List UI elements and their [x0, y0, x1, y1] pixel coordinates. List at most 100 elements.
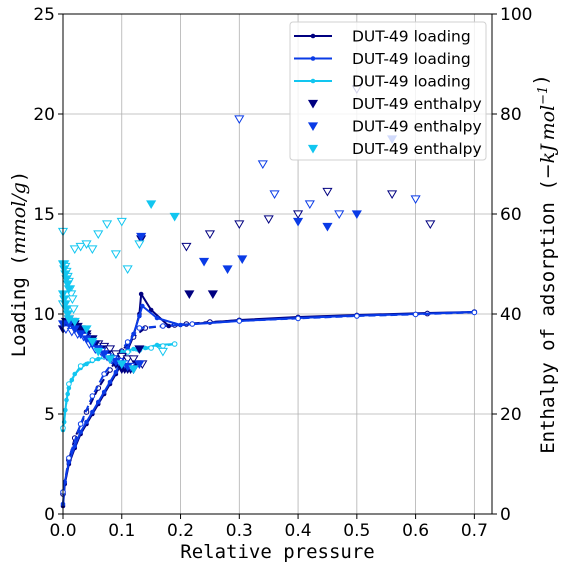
loading-adsorption-point	[125, 345, 130, 351]
series-layer	[57, 85, 478, 509]
loading-desorption-point	[148, 345, 154, 351]
enthalpy-adsorption-point	[322, 222, 333, 232]
enthalpy-adsorption-point	[134, 360, 145, 369]
loading-desorption-point	[101, 371, 107, 377]
enthalpy-adsorption-point	[184, 290, 195, 299]
loading-adsorption-point	[131, 346, 136, 352]
enthalpy-adsorption-point	[61, 305, 72, 314]
enthalpy-adsorption-point	[104, 355, 116, 364]
y-left-tick-label: 20	[33, 105, 55, 125]
x-axis-title: Relative pressure	[180, 541, 374, 563]
enthalpy-desorption-point	[75, 242, 86, 252]
loading-desorption-point	[471, 309, 478, 316]
enthalpy-desorption-point	[292, 210, 304, 219]
enthalpy-adsorption-point	[169, 212, 180, 222]
loading-desorption-point	[354, 313, 360, 319]
enthalpy-adsorption-point	[99, 350, 110, 359]
enthalpy-desorption-point	[257, 160, 268, 169]
loading-adsorption-point	[138, 291, 144, 297]
enthalpy-desorption-point	[122, 355, 133, 364]
enthalpy-adsorption-point	[75, 330, 86, 339]
enthalpy-desorption-point	[93, 230, 104, 239]
x-tick-label: 0.2	[167, 521, 194, 541]
loading-desorption-point	[124, 339, 131, 345]
x-tick-label: 0.3	[226, 521, 253, 541]
enthalpy-adsorption-point	[351, 210, 362, 219]
loading-adsorption-point	[101, 389, 107, 395]
legend-point-swatch	[310, 56, 316, 61]
y-right-tick-label: 60	[500, 205, 522, 225]
x-tick-label: 0.1	[108, 521, 135, 541]
legend-marker-swatch	[307, 99, 319, 109]
enthalpy-adsorption-point	[207, 290, 218, 299]
enthalpy-desorption-point	[269, 190, 280, 199]
loading-desorption-point	[189, 321, 196, 327]
loading-adsorption-point	[140, 303, 145, 309]
y-left-tick-label: 5	[44, 405, 55, 425]
loading-adsorption-point	[78, 429, 83, 435]
loading-adsorption-point	[84, 419, 89, 425]
enthalpy-desorption-point	[263, 215, 274, 224]
enthalpy-desorption-point	[81, 240, 92, 249]
loading-desorption-point	[66, 455, 72, 461]
y-axis-right-title: Enthalpy of adsorption (−kJ mol−1)	[530, 74, 559, 454]
enthalpy-adsorption-point	[61, 275, 72, 284]
legend-box	[289, 21, 487, 161]
loading-desorption-line	[62, 311, 475, 493]
loading-adsorption-point	[166, 323, 172, 329]
loading-desorption-point	[77, 363, 84, 369]
loading-adsorption-point	[95, 399, 101, 405]
axes-layer: 0.0 0.1 0.2 0.3 0.4 0.5 0.6 0.7 0 5 10 15 20 25 0 20 40 6…	[33, 5, 532, 541]
enthalpy-desorption-point	[234, 220, 245, 229]
legend-label: DUT-49 loading	[352, 50, 471, 68]
enthalpy-desorption-point	[181, 242, 192, 252]
enthalpy-adsorption-point	[59, 265, 70, 274]
loading-adsorption-point	[72, 443, 78, 449]
y-right-tick-label: 40	[500, 305, 522, 325]
enthalpy-desorption-point	[410, 195, 421, 204]
legend: DUT-49 loading DUT-49 loading DUT-49 loadi…	[289, 21, 487, 161]
y-right-tick-label: 100	[500, 5, 532, 25]
y-left-tick-label: 10	[33, 305, 55, 325]
legend-point-swatch	[310, 33, 316, 39]
loading-desorption-point	[89, 393, 96, 399]
enthalpy-adsorption-point	[69, 317, 80, 327]
enthalpy-adsorption-point	[134, 345, 145, 354]
enthalpy-desorption-point	[134, 240, 145, 249]
loading-desorption-point	[295, 315, 301, 322]
enthalpy-adsorption-point	[62, 310, 73, 319]
x-tick-label: 0.7	[461, 521, 488, 541]
enthalpy-desorption-point	[116, 217, 127, 227]
enthalpy-desorption-point	[334, 210, 345, 219]
x-tick-label: 0.4	[285, 521, 312, 541]
enthalpy-desorption-point	[110, 250, 121, 259]
plot-frame	[62, 13, 493, 515]
enthalpy-desorption-point	[234, 115, 245, 124]
enthalpy-adsorption-point	[63, 285, 74, 294]
x-tick-label: 0.5	[343, 521, 370, 541]
legend-marker-swatch	[307, 144, 319, 154]
loading-adsorption-line	[62, 293, 475, 507]
legend-label: DUT-49 enthalpy	[352, 118, 482, 136]
enthalpy-desorption-point	[67, 295, 78, 304]
y-right-tick-label: 20	[500, 405, 522, 425]
loading-desorption-point	[171, 341, 178, 347]
loading-desorption-point	[160, 323, 166, 329]
loading-desorption-point	[160, 343, 166, 349]
enthalpy-desorption-point	[102, 220, 113, 229]
y-right-tick-label: 0	[500, 505, 511, 525]
enthalpy-desorption-point	[104, 345, 116, 354]
loading-desorption-point	[236, 318, 243, 324]
y-left-tick-label: 0	[44, 505, 55, 525]
loading-desorption-point	[136, 325, 143, 331]
enthalpy-desorption-point	[87, 245, 98, 254]
loading-adsorption-point	[154, 315, 160, 321]
loading-desorption-point	[89, 357, 96, 363]
loading-adsorption-point	[90, 409, 95, 415]
enthalpy-adsorption-point	[198, 257, 210, 267]
loading-desorption-point	[77, 421, 84, 427]
x-tick-label: 0.0	[49, 521, 76, 541]
enthalpy-desorption-point	[68, 305, 79, 314]
enthalpy-adsorption-point	[292, 217, 304, 227]
